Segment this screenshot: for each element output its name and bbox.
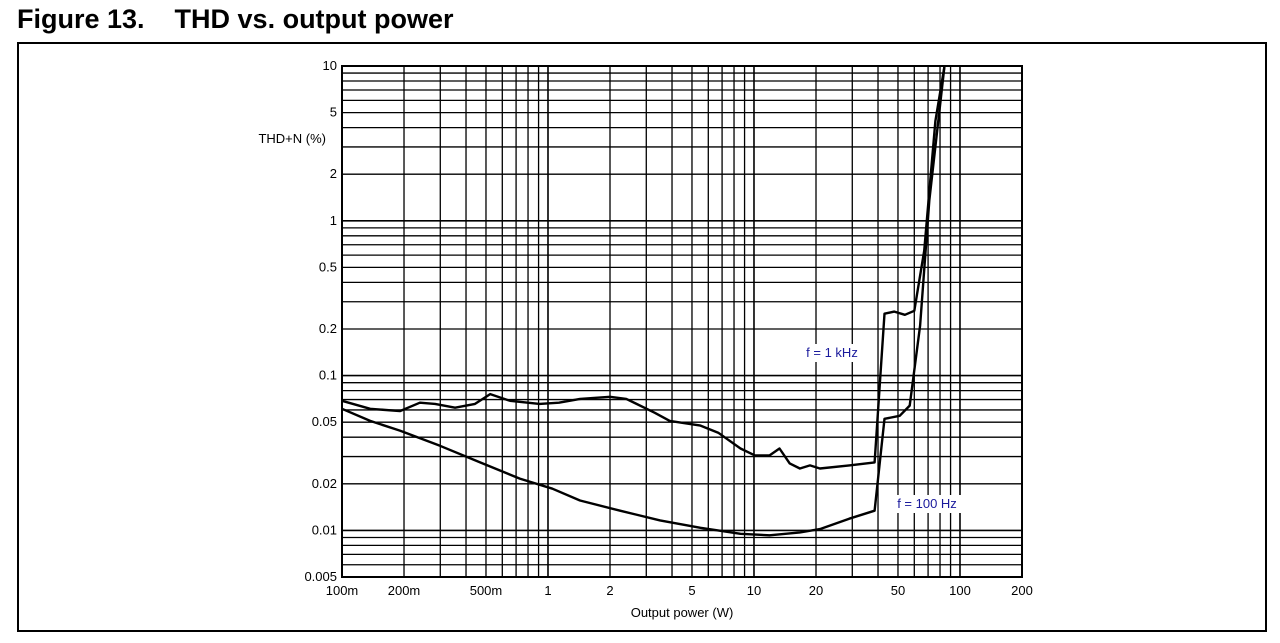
plot-border bbox=[341, 65, 1023, 578]
series-label-bg bbox=[893, 495, 963, 513]
series-line-1 bbox=[341, 66, 946, 537]
x-tick-label: 5 bbox=[688, 583, 695, 598]
x-axis-label: Output power (W) bbox=[631, 605, 734, 620]
y-tick-label: 0.005 bbox=[304, 569, 337, 584]
x-tick-label: 200 bbox=[1011, 583, 1033, 598]
figure-frame bbox=[17, 42, 1267, 632]
series-label-bg bbox=[798, 344, 868, 362]
y-tick-label: 2 bbox=[330, 166, 337, 181]
y-axis-label: THD+N (%) bbox=[258, 131, 326, 146]
x-tick-label: 20 bbox=[809, 583, 823, 598]
y-tick-label: 0.2 bbox=[319, 321, 337, 336]
x-tick-label: 2 bbox=[606, 583, 613, 598]
series-label: f = 1 kHz bbox=[806, 345, 858, 360]
series-line-0 bbox=[341, 66, 946, 470]
y-tick-label: 10 bbox=[323, 58, 337, 73]
y-tick-label: 5 bbox=[330, 105, 337, 120]
y-tick-label: 1 bbox=[330, 213, 337, 228]
y-tick-label: 0.05 bbox=[312, 414, 337, 429]
x-tick-label: 1 bbox=[544, 583, 551, 598]
x-tick-label: 100 bbox=[949, 583, 971, 598]
y-tick-label: 0.5 bbox=[319, 259, 337, 274]
x-tick-label: 200m bbox=[388, 583, 421, 598]
figure-title: Figure 13. THD vs. output power bbox=[17, 4, 454, 34]
y-tick-label: 0.02 bbox=[312, 476, 337, 491]
x-tick-label: 50 bbox=[891, 583, 905, 598]
y-tick-label: 0.01 bbox=[312, 522, 337, 537]
x-tick-label: 500m bbox=[470, 583, 503, 598]
series-label: f = 100 Hz bbox=[897, 496, 957, 511]
y-tick-label: 0.1 bbox=[319, 368, 337, 383]
x-tick-label: 100m bbox=[326, 583, 359, 598]
x-tick-label: 10 bbox=[747, 583, 761, 598]
